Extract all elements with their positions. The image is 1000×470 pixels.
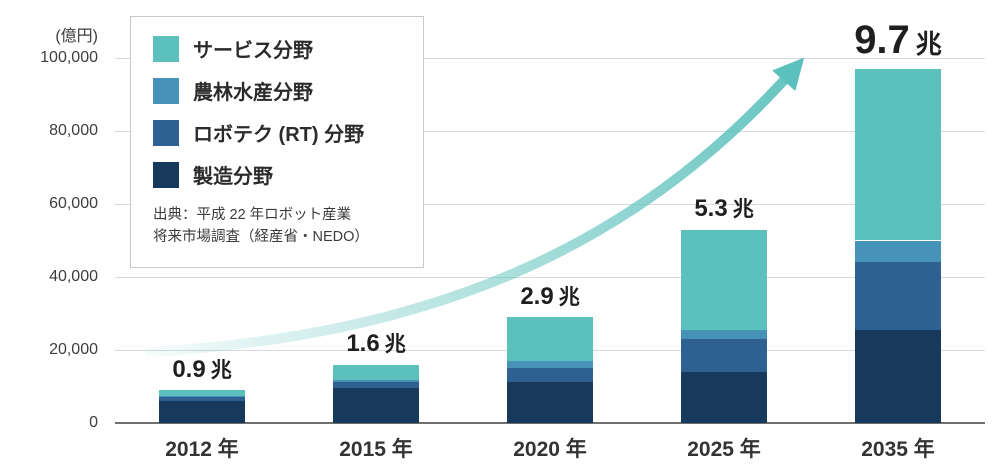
y-tick-label: 80,000: [49, 122, 98, 139]
source-note-line1: 出典：平成 22 年ロボット産業: [153, 207, 352, 223]
bar-segment-農林水産分野: [855, 240, 941, 263]
bar-segment-農林水産分野: [507, 360, 593, 368]
bar-segment-製造分野: [681, 371, 767, 423]
bar-total-unit: 兆: [732, 198, 754, 222]
x-tick-label: 2025 年: [687, 438, 761, 461]
legend-row: 農林水産分野: [153, 76, 401, 105]
source-note: 出典：平成 22 年ロボット産業 将来市場調査（経産省・NEDO）: [153, 204, 401, 249]
x-tick-label: 2015 年: [339, 438, 413, 461]
bar-segment-サービス分野: [333, 364, 419, 380]
bar-segment-サービス分野: [507, 317, 593, 361]
y-tick-label: 40,000: [49, 268, 98, 285]
bar-segment-ロボテク (RT) 分野: [333, 382, 419, 388]
bar-segment-製造分野: [159, 401, 245, 423]
y-tick-label: 0: [89, 414, 98, 431]
bar-total-label: 2.9 兆: [520, 282, 580, 310]
bar-segment-製造分野: [507, 382, 593, 423]
bar-total-value: 2.9: [520, 282, 554, 310]
legend-label: サービス分野: [193, 40, 313, 62]
y-axis-unit-label: (億円): [55, 28, 98, 45]
bar-total-label: 0.9 兆: [172, 355, 232, 383]
bar-segment-農林水産分野: [681, 329, 767, 340]
bar-total-label: 9.7 兆: [854, 18, 942, 62]
legend-items: サービス分野 農林水産分野ロボテク (RT) 分野 製造分野: [153, 34, 401, 189]
legend-label: ロボテク (RT) 分野: [193, 124, 365, 146]
bar-segment-製造分野: [333, 387, 419, 423]
bar-segment-ロボテク (RT) 分野: [507, 367, 593, 383]
bar-total-value: 1.6: [346, 330, 380, 358]
bar-total-label: 1.6 兆: [346, 331, 405, 357]
bar-segment-サービス分野: [855, 68, 941, 241]
x-tick-label: 2012 年: [165, 438, 239, 461]
source-note-line2: 将来市場調査（経産省・NEDO）: [153, 229, 369, 246]
legend-swatch: [153, 35, 179, 62]
bar-total-unit: 兆: [210, 358, 232, 382]
bar-segment-製造分野: [855, 329, 941, 423]
legend-swatch: [153, 161, 179, 188]
bar-total-unit: 兆: [558, 285, 580, 309]
legend-label: 農林水産分野: [193, 82, 313, 104]
bar-total-value: 9.7: [854, 17, 910, 62]
bar-total-value: 5.3: [694, 195, 728, 223]
bar-segment-農林水産分野: [159, 395, 245, 398]
bar-segment-ロボテク (RT) 分野: [681, 339, 767, 372]
bar-total-unit: 兆: [915, 28, 942, 59]
x-tick-label: 2035 年: [861, 438, 935, 461]
bar-segment-サービス分野: [681, 229, 767, 330]
bar-total-label: 5.3 兆: [694, 195, 754, 223]
bar-total-unit: 兆: [384, 333, 406, 357]
legend-row: 製造分野: [153, 160, 401, 189]
bar-segment-ロボテク (RT) 分野: [855, 262, 941, 330]
legend-swatch: [153, 119, 179, 146]
bar-segment-サービス分野: [159, 390, 245, 396]
legend: サービス分野 農林水産分野ロボテク (RT) 分野 製造分野 出典：平成 22 年ロ…: [130, 16, 424, 268]
legend-swatch: [153, 77, 179, 104]
x-axis-line: [115, 422, 985, 424]
bar-total-value: 0.9: [172, 355, 206, 383]
legend-label: 製造分野: [193, 166, 273, 188]
y-tick-label: 60,000: [49, 195, 98, 212]
bar-segment-農林水産分野: [333, 379, 419, 383]
y-tick-label: 20,000: [49, 341, 98, 358]
x-tick-label: 2020 年: [513, 438, 587, 461]
gridline: [115, 58, 985, 59]
legend-row: サービス分野: [153, 34, 401, 63]
y-tick-label: 100,000: [40, 49, 98, 66]
bar-segment-ロボテク (RT) 分野: [159, 397, 245, 402]
legend-row: ロボテク (RT) 分野: [153, 118, 401, 147]
